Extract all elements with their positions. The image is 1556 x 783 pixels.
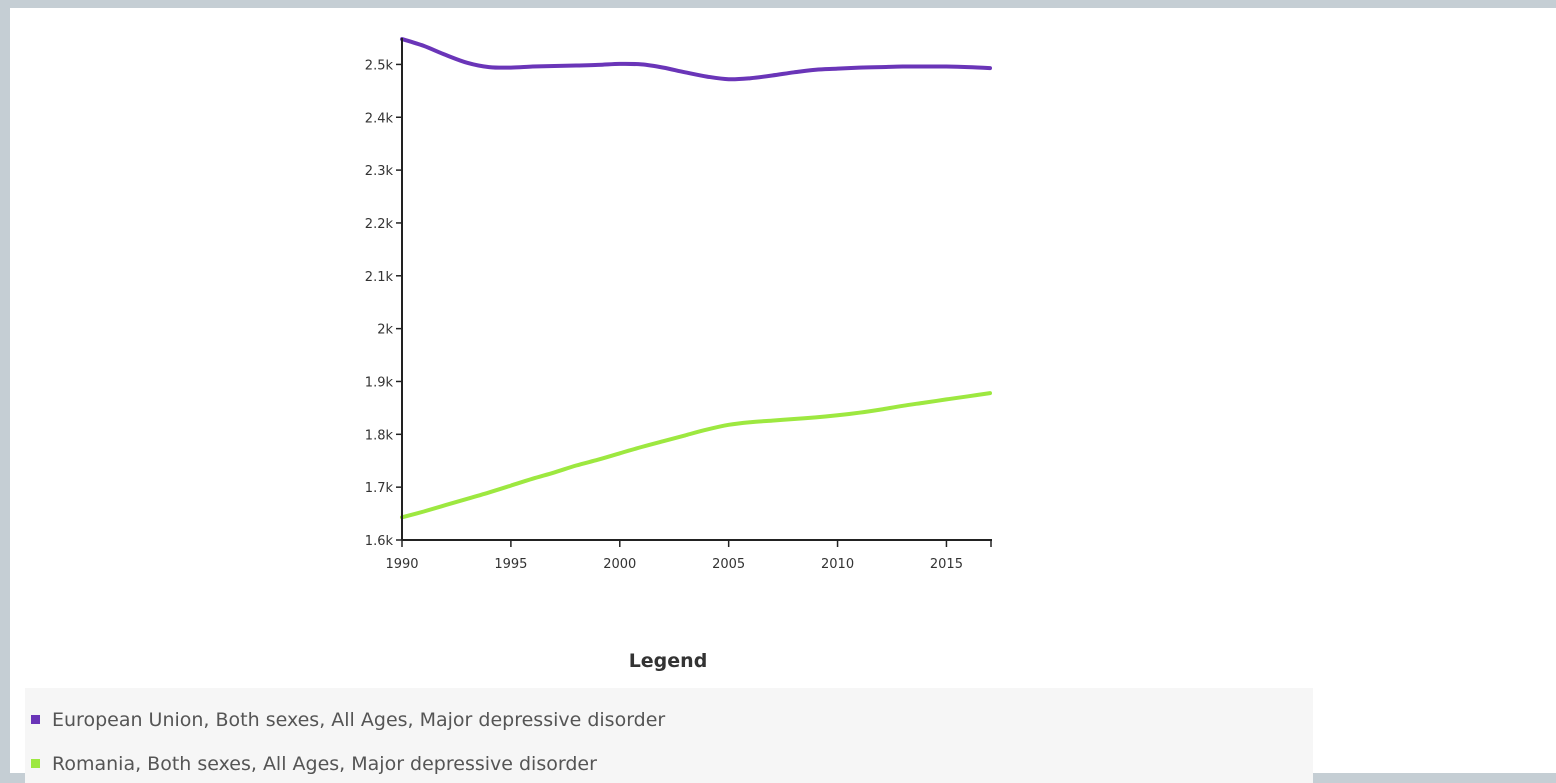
x-tick-label: 2015 (930, 557, 963, 572)
series-line-0[interactable] (400, 37, 992, 82)
y-tick-label: 2.2k (365, 217, 394, 232)
legend-title: Legend (628, 650, 708, 672)
y-tick-label: 2.3k (365, 164, 394, 179)
y-tick-label: 1.7k (365, 481, 394, 496)
legend: European Union, Both sexes, All Ages, Ma… (25, 688, 1313, 783)
chart-panel: 1.6k 1.7k 1.8k 1.9k 2k 2.1k 2.2k 2.3k 2.4k 2.5k 19… (10, 8, 1556, 783)
series-layer (400, 37, 992, 520)
y-tick-label: 1.9k (365, 375, 394, 390)
legend-item-european-union[interactable]: European Union, Both sexes, All Ages, Ma… (31, 705, 665, 735)
x-tick-label: 1990 (385, 557, 418, 572)
y-tick-label: 2.5k (365, 58, 394, 73)
x-tick-label: 2005 (712, 557, 745, 572)
legend-swatch (31, 759, 40, 768)
line-chart: 1.6k 1.7k 1.8k 1.9k 2k 2.1k 2.2k 2.3k 2.4k 2.5k 19… (365, 37, 992, 572)
legend-item-romania[interactable]: Romania, Both sexes, All Ages, Major dep… (31, 749, 597, 779)
axes-layer (401, 38, 992, 541)
y-tick-label: 1.6k (365, 534, 394, 549)
legend-item-label: European Union, Both sexes, All Ages, Ma… (52, 709, 666, 731)
y-tick-label: 1.8k (365, 428, 394, 443)
x-tick-label: 2010 (821, 557, 854, 572)
x-tick-label: 2000 (603, 557, 636, 572)
y-tick-label: 2.4k (365, 111, 394, 126)
ticks-layer: 1.6k 1.7k 1.8k 1.9k 2k 2.1k 2.2k 2.3k 2.4k 2.5k 19… (365, 58, 992, 572)
legend-item-label: Romania, Both sexes, All Ages, Major dep… (52, 753, 597, 775)
y-tick-label: 2.1k (365, 270, 394, 285)
series-line-1[interactable] (400, 391, 992, 520)
y-tick-label: 2k (377, 323, 393, 338)
x-tick-label: 1995 (494, 557, 527, 572)
legend-swatch (31, 715, 40, 724)
